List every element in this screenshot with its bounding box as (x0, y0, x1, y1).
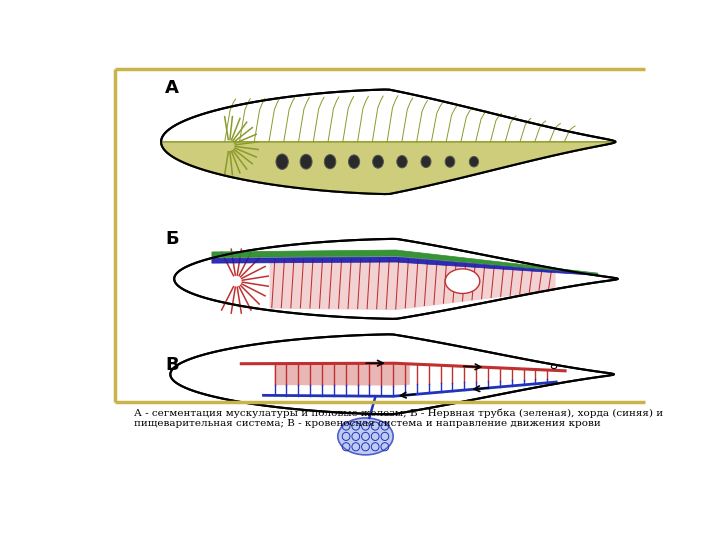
Ellipse shape (469, 157, 479, 167)
Ellipse shape (348, 155, 359, 168)
Ellipse shape (300, 154, 312, 169)
Ellipse shape (373, 155, 384, 168)
Polygon shape (174, 239, 618, 319)
Text: Б: Б (165, 231, 179, 248)
Polygon shape (274, 363, 410, 386)
Text: В: В (165, 356, 179, 374)
Polygon shape (212, 250, 598, 274)
Text: А - сегментация мускулатуры и половые железы; Б - Нервная трубка (зеленая), хорд: А - сегментация мускулатуры и половые же… (134, 409, 663, 419)
Ellipse shape (445, 156, 455, 167)
Polygon shape (269, 258, 556, 310)
Ellipse shape (421, 156, 431, 167)
Ellipse shape (338, 418, 393, 455)
Polygon shape (212, 257, 598, 275)
Polygon shape (161, 142, 616, 194)
Ellipse shape (324, 154, 336, 169)
Text: А: А (165, 79, 179, 97)
Ellipse shape (276, 154, 288, 170)
Ellipse shape (552, 364, 557, 369)
Text: пищеварительная система; В - кровеносная система и направление движения крови: пищеварительная система; В - кровеносная… (134, 419, 601, 428)
Ellipse shape (445, 269, 480, 294)
Polygon shape (161, 90, 616, 194)
Polygon shape (171, 334, 614, 414)
Ellipse shape (397, 156, 408, 168)
